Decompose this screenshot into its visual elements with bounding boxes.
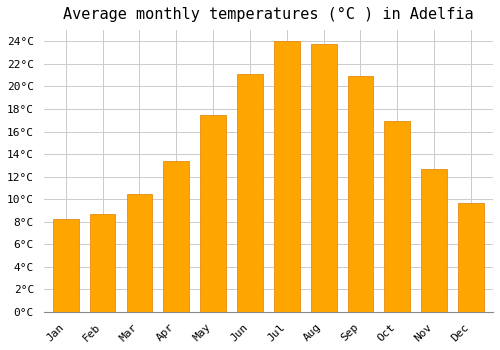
Bar (384, 121, 410, 312)
Bar (200, 115, 226, 312)
Bar (274, 41, 299, 312)
Title: Average monthly temperatures (°C ) in Adelfia: Average monthly temperatures (°C ) in Ad… (63, 7, 474, 22)
Bar (90, 214, 116, 312)
Bar (164, 161, 189, 312)
Bar (126, 194, 152, 312)
Bar (237, 74, 263, 312)
Bar (310, 44, 336, 312)
Bar (348, 76, 374, 312)
Bar (53, 219, 78, 312)
Bar (458, 203, 484, 312)
Bar (421, 169, 447, 312)
